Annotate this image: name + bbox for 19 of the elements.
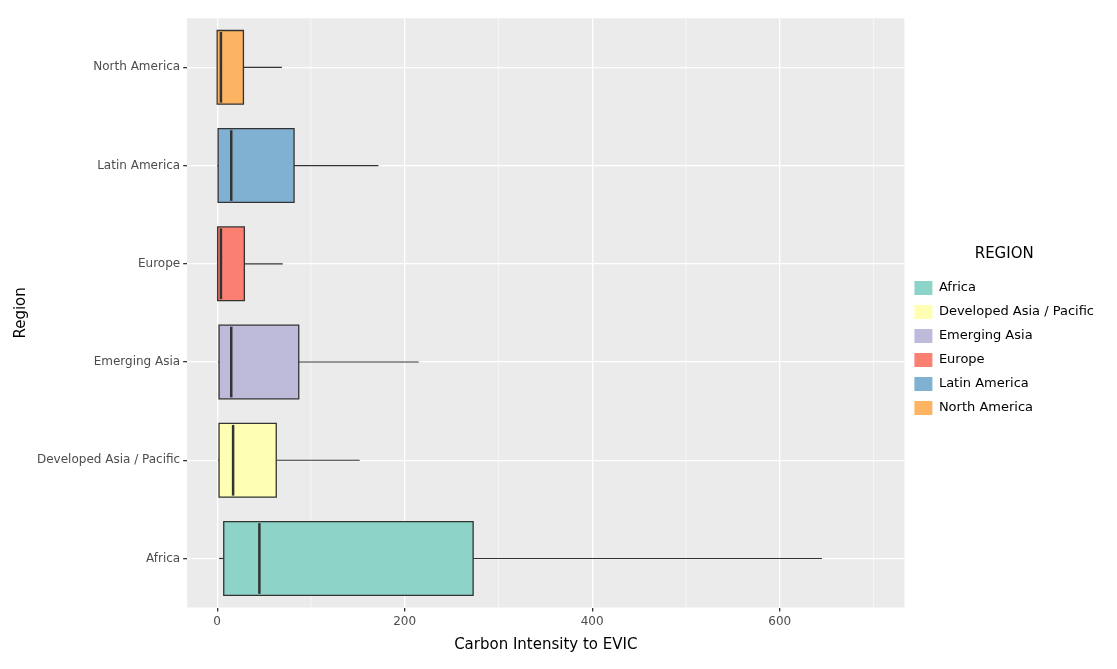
y-tick-label: Europe: [137, 255, 181, 270]
x-tick-label: 400: [580, 613, 604, 628]
legend-label: Latin America: [938, 375, 1029, 391]
x-tick-label: 0: [213, 613, 221, 628]
x-tick-label: 200: [393, 613, 417, 628]
x-axis-title: Carbon Intensity to EVIC: [454, 634, 638, 653]
legend-label: North America: [938, 399, 1034, 415]
y-tick-label: Emerging Asia: [93, 354, 181, 369]
y-tick-label: Latin America: [97, 157, 181, 172]
x-tick-label: 600: [768, 613, 792, 628]
legend-title: REGION: [974, 244, 1034, 263]
legend-label: Africa: [938, 279, 976, 295]
legend-label: Emerging Asia: [938, 327, 1033, 343]
legend-label: Developed Asia / Pacific: [938, 303, 1094, 319]
y-axis-title: Region: [10, 287, 29, 339]
legend-label: Europe: [938, 351, 985, 367]
y-tick-label: Africa: [145, 550, 181, 565]
y-tick-label: Developed Asia / Pacific: [36, 452, 181, 467]
y-tick-label: North America: [93, 59, 181, 74]
